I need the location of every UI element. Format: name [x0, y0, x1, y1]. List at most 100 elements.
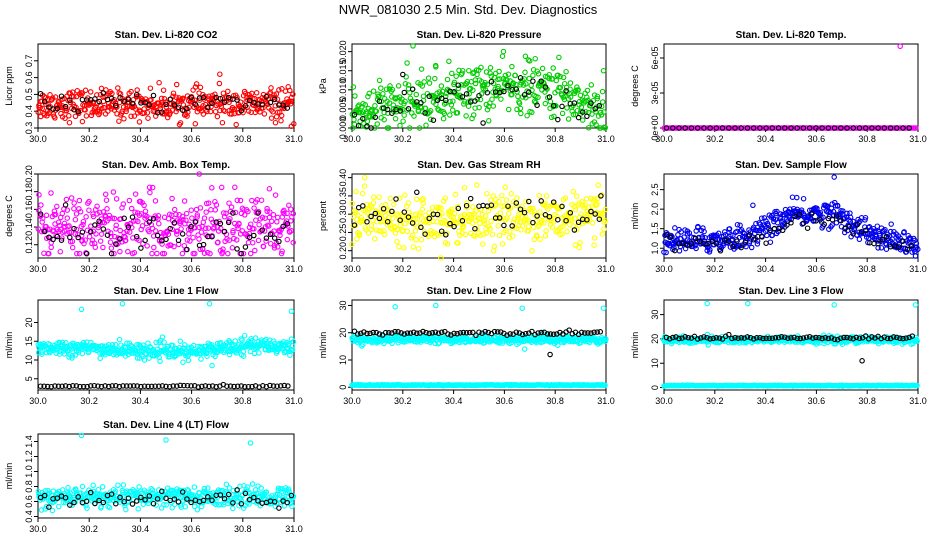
y-tick-label: 0.015 — [338, 59, 348, 82]
data-point — [385, 125, 392, 131]
data-point — [239, 337, 245, 343]
data-point — [219, 100, 225, 107]
data-point — [676, 248, 683, 254]
chart-4: Stan. Dev. Amb. Box Temp.30.0 30.2 30.4 30.… — [4, 160, 303, 274]
data-point-alt — [188, 94, 194, 101]
data-point — [268, 115, 275, 121]
y-tick-label: 15 — [24, 336, 34, 346]
data-point-alt — [559, 103, 565, 110]
points-layer — [35, 301, 297, 390]
data-point — [69, 244, 76, 251]
data-point — [479, 241, 486, 247]
data-point — [113, 196, 120, 202]
data-point — [563, 68, 569, 75]
data-point — [273, 91, 280, 97]
data-point — [585, 125, 592, 131]
data-point-alt — [138, 245, 144, 251]
data-point — [48, 190, 54, 196]
x-tick-label: 31.0 — [597, 134, 615, 144]
data-point — [366, 90, 372, 97]
data-point — [518, 110, 524, 117]
data-point — [484, 190, 490, 197]
data-point — [62, 115, 68, 122]
data-point — [76, 197, 83, 204]
data-point — [425, 75, 432, 81]
chart-3: Stan. Dev. Li-820 Temp.30.0 30.2 30.4 30.6 3… — [630, 30, 927, 144]
data-point — [402, 220, 408, 227]
data-point — [189, 215, 195, 221]
y-tick-label: 0.16 — [24, 201, 34, 219]
data-point — [546, 75, 552, 82]
outlier-point — [600, 305, 607, 311]
data-point-alt — [217, 95, 224, 102]
x-tick-label: 30.2 — [706, 264, 724, 274]
data-point — [370, 200, 377, 206]
data-point-alt — [763, 240, 769, 246]
y-tick-label: 20 — [338, 328, 348, 338]
data-point — [144, 109, 151, 116]
data-point — [401, 245, 407, 251]
data-point — [235, 225, 241, 232]
data-point — [530, 72, 536, 79]
y-tick-label: 1.5 — [650, 222, 660, 235]
data-point — [438, 91, 445, 98]
data-point — [573, 193, 580, 199]
data-point — [595, 182, 601, 188]
data-point — [514, 195, 520, 201]
data-point — [376, 194, 382, 200]
data-point — [476, 104, 482, 111]
data-point — [72, 113, 79, 120]
data-point — [562, 93, 568, 100]
data-point — [597, 109, 604, 116]
data-point — [591, 92, 598, 98]
x-tick-label: 30.0 — [29, 134, 47, 144]
data-point — [413, 237, 419, 243]
data-point — [883, 246, 890, 252]
data-point — [378, 85, 384, 91]
data-point — [39, 105, 45, 112]
data-point — [510, 80, 517, 87]
data-point — [208, 207, 214, 213]
data-point — [441, 110, 448, 117]
data-point — [599, 99, 606, 105]
data-point — [484, 106, 491, 113]
data-point — [218, 103, 225, 110]
data-point — [261, 111, 268, 117]
data-point — [543, 227, 549, 234]
data-point — [472, 80, 479, 87]
chart-title: Stan. Dev. Line 2 Flow — [427, 286, 532, 297]
data-point-alt — [108, 95, 115, 102]
data-point — [190, 234, 196, 241]
data-point — [407, 90, 413, 96]
x-tick-label: 30.4 — [757, 396, 775, 406]
data-point — [192, 84, 199, 90]
y-tick-label: 3e-05 — [650, 81, 660, 104]
data-point — [406, 125, 413, 131]
data-point — [188, 207, 195, 213]
x-tick-label: 30.8 — [546, 134, 564, 144]
data-point — [496, 232, 503, 239]
data-point — [134, 87, 140, 93]
x-tick-label: 30.6 — [183, 396, 201, 406]
data-point — [411, 113, 417, 119]
data-point — [156, 100, 162, 106]
x-tick-label: 30.4 — [445, 264, 463, 274]
data-point — [400, 118, 406, 124]
data-point-alt — [221, 99, 228, 105]
data-point — [82, 87, 89, 94]
data-point — [383, 201, 389, 208]
data-point — [103, 197, 110, 203]
data-point — [404, 228, 411, 235]
data-point — [380, 91, 386, 97]
chart-title: Stan. Dev. Li-820 CO2 — [115, 30, 218, 41]
data-point — [489, 96, 495, 102]
data-point — [591, 235, 598, 241]
data-point-alt — [234, 97, 240, 103]
data-point — [63, 196, 70, 203]
data-point — [76, 250, 83, 257]
data-point — [536, 192, 542, 199]
data-point-alt — [263, 93, 270, 100]
data-point-alt — [234, 246, 240, 252]
data-point — [577, 240, 583, 246]
x-tick-label: 30.6 — [496, 396, 514, 406]
